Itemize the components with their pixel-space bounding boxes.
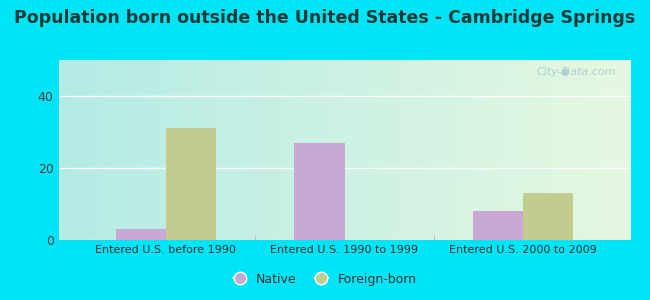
Bar — [523, 193, 573, 240]
Text: Population born outside the United States - Cambridge Springs: Population born outside the United State… — [14, 9, 636, 27]
Bar — [116, 229, 166, 240]
Bar — [294, 143, 344, 240]
Text: City-Data.com: City-Data.com — [537, 67, 616, 77]
Bar — [166, 128, 216, 240]
Legend: Native, Foreign-born: Native, Foreign-born — [228, 268, 422, 291]
Bar — [473, 211, 523, 240]
Text: ●: ● — [561, 67, 569, 77]
